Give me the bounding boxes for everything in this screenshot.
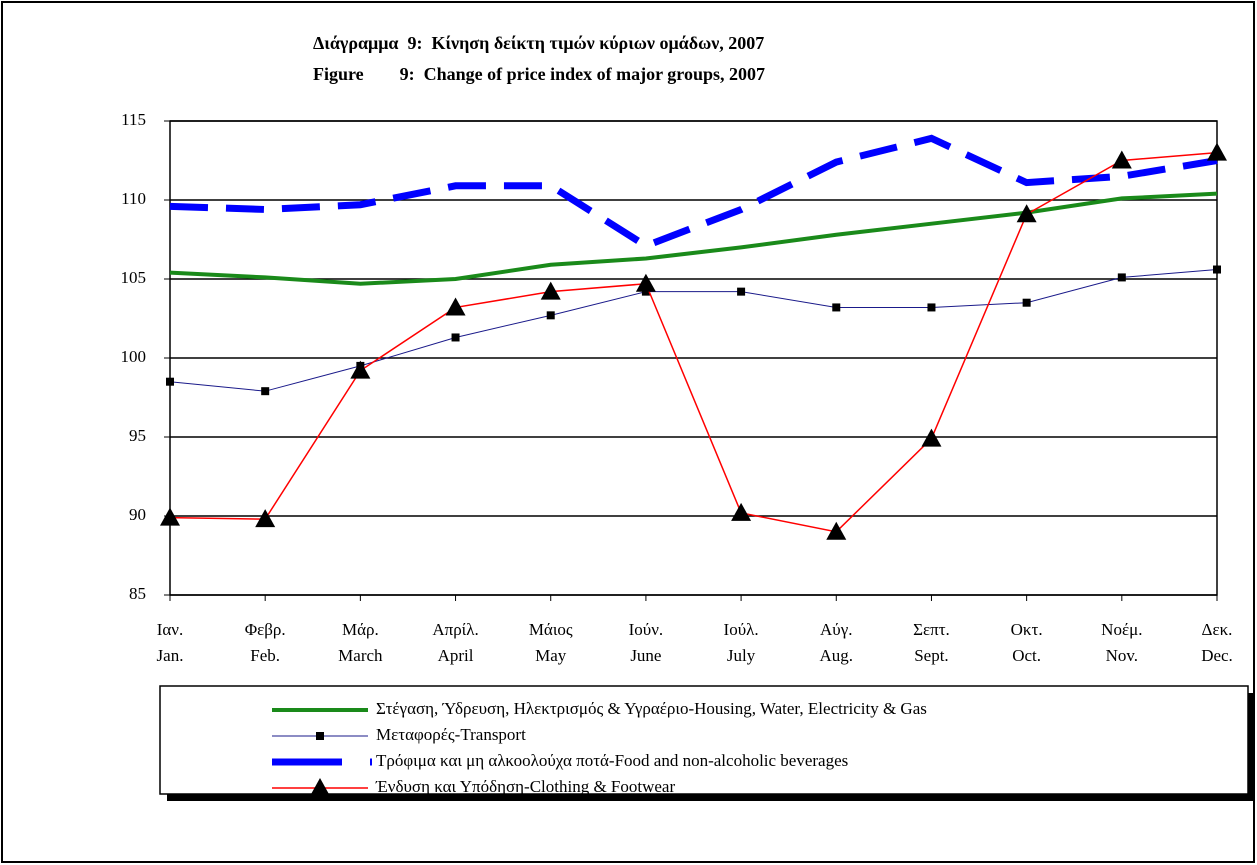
data-point	[166, 377, 174, 386]
x-tick-label: April	[438, 646, 474, 665]
x-tick-label: Μάρ.	[342, 620, 379, 639]
x-tick-label: Feb.	[250, 646, 280, 665]
data-point	[921, 428, 942, 447]
data-point	[546, 311, 555, 320]
chart-subtitle: Figure 9: Change of price index of major…	[313, 64, 765, 84]
data-point	[160, 507, 180, 526]
x-tick-label: Ιαν.	[157, 620, 184, 639]
x-tick-label: Nov.	[1106, 646, 1138, 665]
legend-marker	[310, 778, 330, 796]
y-tick-label: 100	[121, 347, 147, 366]
chart-title: Διάγραμμα 9: Κίνηση δείκτη τιμών κύριων …	[313, 33, 764, 53]
x-tick-label: Oct.	[1012, 646, 1041, 665]
data-point	[731, 502, 752, 521]
data-point	[927, 303, 936, 312]
x-tick-label: Οκτ.	[1011, 620, 1043, 639]
legend-label: Μεταφορές-Transport	[376, 725, 526, 744]
x-tick-label: July	[727, 646, 756, 665]
x-tick-label: Φεβρ.	[245, 620, 286, 639]
legend	[159, 685, 1249, 795]
series-line	[169, 191, 1218, 286]
y-tick-label: 115	[121, 110, 146, 129]
data-point	[1207, 142, 1227, 161]
legend-marker	[316, 732, 324, 740]
data-point	[540, 281, 561, 300]
x-tick-label: May	[535, 646, 567, 665]
x-tick-label: Μάιος	[529, 620, 573, 639]
x-tick-label: Sept.	[914, 646, 948, 665]
x-tick-label: Jan.	[157, 646, 184, 665]
x-tick-label: Νοέμ.	[1101, 620, 1142, 639]
x-tick-label: Απρίλ.	[432, 620, 478, 639]
data-point	[445, 297, 466, 316]
data-point	[261, 387, 270, 396]
x-tick-label: Ιούν.	[629, 620, 664, 639]
legend-label: Τρόφιμα και μη αλκοολούχα ποτά-Food and …	[376, 751, 848, 770]
legend-label: Στέγαση, Ύδρευση, Ηλεκτρισμός & Υγραέριο…	[376, 699, 927, 718]
legend-label: Ένδυση και Υπόδηση-Clothing & Footwear	[375, 777, 675, 796]
x-tick-label: Ιούλ.	[724, 620, 759, 639]
x-tick-label: Dec.	[1201, 646, 1233, 665]
y-tick-label: 85	[129, 584, 146, 603]
data-point	[832, 303, 841, 312]
data-point	[1022, 298, 1031, 307]
series-line	[169, 269, 1218, 392]
series-line	[169, 134, 1218, 250]
data-point	[350, 360, 371, 379]
data-point	[737, 287, 746, 296]
y-tick-label: 90	[129, 505, 146, 524]
x-tick-label: Σεπτ.	[913, 620, 950, 639]
data-point	[635, 273, 656, 292]
y-tick-label: 105	[121, 268, 147, 287]
x-tick-label: Aug.	[820, 646, 854, 665]
data-point	[1016, 204, 1037, 223]
data-point	[1117, 273, 1126, 282]
data-point	[1213, 265, 1221, 274]
y-tick-label: 95	[129, 426, 146, 445]
x-tick-label: Δεκ.	[1202, 620, 1233, 639]
data-point	[451, 333, 460, 342]
x-tick-label: Αύγ.	[820, 620, 852, 639]
data-point	[255, 509, 276, 528]
data-point	[1111, 150, 1132, 169]
data-point	[826, 521, 847, 540]
x-tick-label: March	[338, 646, 383, 665]
series-line	[169, 151, 1218, 533]
y-tick-label: 110	[121, 189, 146, 208]
x-tick-label: June	[630, 646, 661, 665]
